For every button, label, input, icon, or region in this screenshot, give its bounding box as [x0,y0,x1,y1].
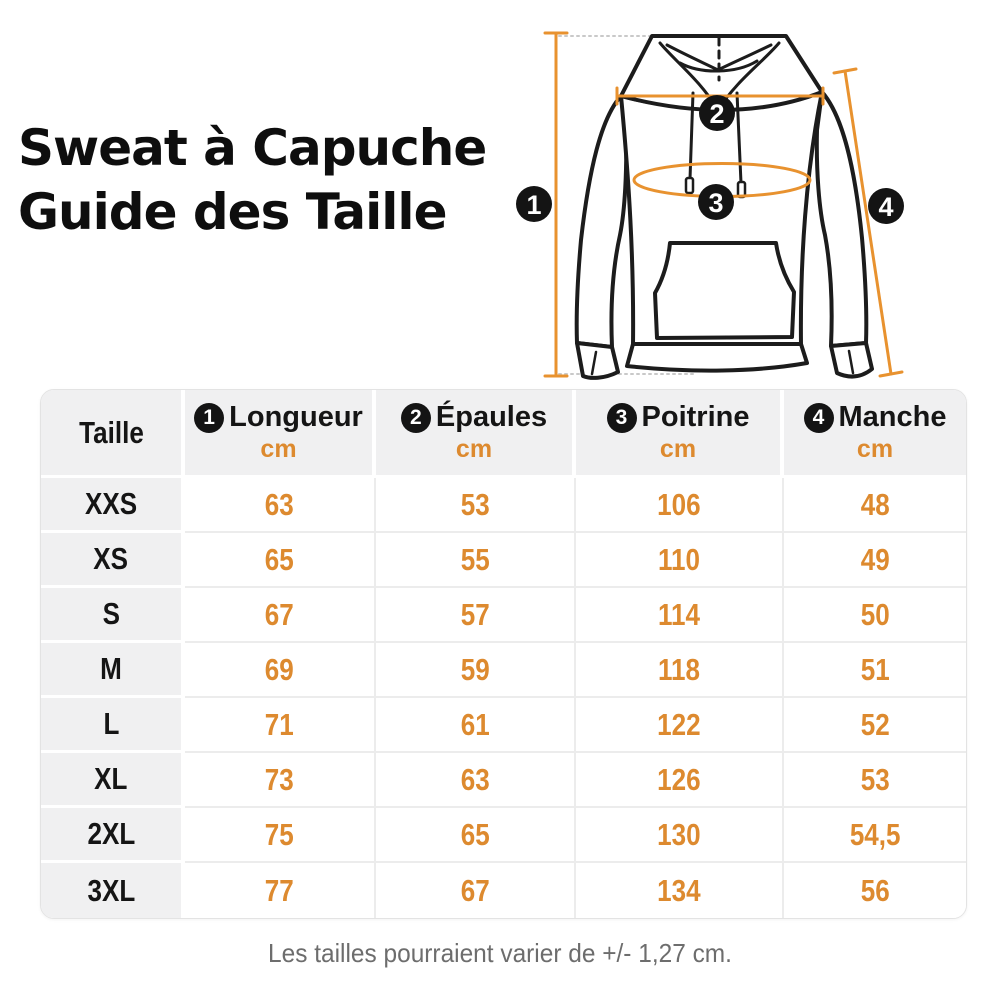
svg-text:3: 3 [708,188,723,218]
size-cell: 2XL [41,808,185,863]
value-cell-longueur: 77 [185,863,376,918]
value-cell-longueur: 63 [185,478,376,533]
value-cell-epaules: 61 [376,698,576,753]
title-line-1: Sweat à Capuche [18,119,487,177]
marker-2: 2 [699,95,735,131]
column-label: Longueur [229,401,363,433]
table-row: XL 73 63 126 53 [41,753,966,808]
svg-text:2: 2 [709,99,724,129]
marker-1: 1 [516,186,552,222]
column-number-badge: 3 [606,402,637,433]
diagram-markers: 1 2 3 4 [516,95,904,224]
value-cell-longueur: 65 [185,533,376,588]
size-cell: M [41,643,185,698]
table-row: S 67 57 114 50 [41,588,966,643]
value-cell-manche: 48 [784,478,966,533]
value-cell-poitrine: 130 [576,808,784,863]
marker-3: 3 [698,184,734,220]
table-row: 2XL 75 65 130 54,5 [41,808,966,863]
size-table: Taille 1 Longueur cm 2 Épaules cm 3 Poit… [41,390,966,918]
column-header-size: Taille [41,390,185,478]
value-cell-poitrine: 122 [576,698,784,753]
size-table-card: Taille 1 Longueur cm 2 Épaules cm 3 Poit… [40,389,967,919]
sleeve-line-4 [832,67,904,378]
value-cell-epaules: 65 [376,808,576,863]
value-cell-longueur: 73 [185,753,376,808]
column-header: 2 Épaules cm [376,390,576,478]
table-row: M 69 59 118 51 [41,643,966,698]
value-cell-epaules: 55 [376,533,576,588]
value-cell-poitrine: 110 [576,533,784,588]
tolerance-note: Les tailles pourraient varier de +/- 1,2… [268,938,732,968]
column-number-badge: 1 [194,402,225,433]
column-unit-label: cm [659,435,697,463]
title-line-2: Guide des Taille [18,183,447,241]
value-cell-poitrine: 106 [576,478,784,533]
table-header-row: Taille 1 Longueur cm 2 Épaules cm 3 Poit… [41,390,966,478]
svg-text:1: 1 [526,190,541,220]
left-cuff-fold [590,350,598,376]
value-cell-poitrine: 118 [576,643,784,698]
value-cell-epaules: 67 [376,863,576,918]
value-cell-longueur: 67 [185,588,376,643]
size-cell: XS [41,533,185,588]
value-cell-epaules: 59 [376,643,576,698]
size-cell: XL [41,753,185,808]
size-cell: L [41,698,185,753]
left-sleeve [574,94,629,349]
value-cell-poitrine: 114 [576,588,784,643]
size-cell: S [41,588,185,643]
value-cell-epaules: 53 [376,478,576,533]
column-label: Épaules [435,401,548,433]
page-title: Sweat à Capuche Guide des Taille [18,116,487,244]
right-sleeve [814,90,869,348]
hem-band [625,342,809,373]
left-cuff [575,341,620,380]
value-cell-poitrine: 134 [576,863,784,918]
kangaroo-pocket [653,241,796,340]
value-cell-longueur: 75 [185,808,376,863]
column-unit-label: cm [260,435,297,463]
value-cell-epaules: 63 [376,753,576,808]
size-header-label: Taille [78,414,144,450]
table-row: XS 65 55 110 49 [41,533,966,588]
value-cell-manche: 52 [784,698,966,753]
length-line-1 [543,31,569,378]
value-cell-manche: 49 [784,533,966,588]
column-label: Poitrine [641,401,750,433]
size-cell: 3XL [41,863,185,918]
column-header: 1 Longueur cm [185,390,376,478]
value-cell-manche: 51 [784,643,966,698]
value-cell-longueur: 69 [185,643,376,698]
column-label: Manche [838,401,947,433]
column-unit-label: cm [856,435,894,463]
value-cell-manche: 50 [784,588,966,643]
right-cuff-fold [847,349,855,375]
column-number-badge: 2 [400,402,431,433]
column-header: 3 Poitrine cm [576,390,784,478]
size-cell: XXS [41,478,185,533]
table-row: XXS 63 53 106 48 [41,478,966,533]
value-cell-poitrine: 126 [576,753,784,808]
table-row: L 71 61 122 52 [41,698,966,753]
svg-text:4: 4 [878,192,893,222]
value-cell-epaules: 57 [376,588,576,643]
value-cell-manche: 53 [784,753,966,808]
hoodie-diagram: 1 2 3 4 [516,31,904,380]
column-header: 4 Manche cm [784,390,966,478]
value-cell-manche: 54,5 [784,808,966,863]
column-number-badge: 4 [803,402,834,433]
value-cell-manche: 56 [784,863,966,918]
value-cell-longueur: 71 [185,698,376,753]
column-unit-label: cm [455,435,493,463]
table-row: 3XL 77 67 134 56 [41,863,966,918]
marker-4: 4 [868,188,904,224]
